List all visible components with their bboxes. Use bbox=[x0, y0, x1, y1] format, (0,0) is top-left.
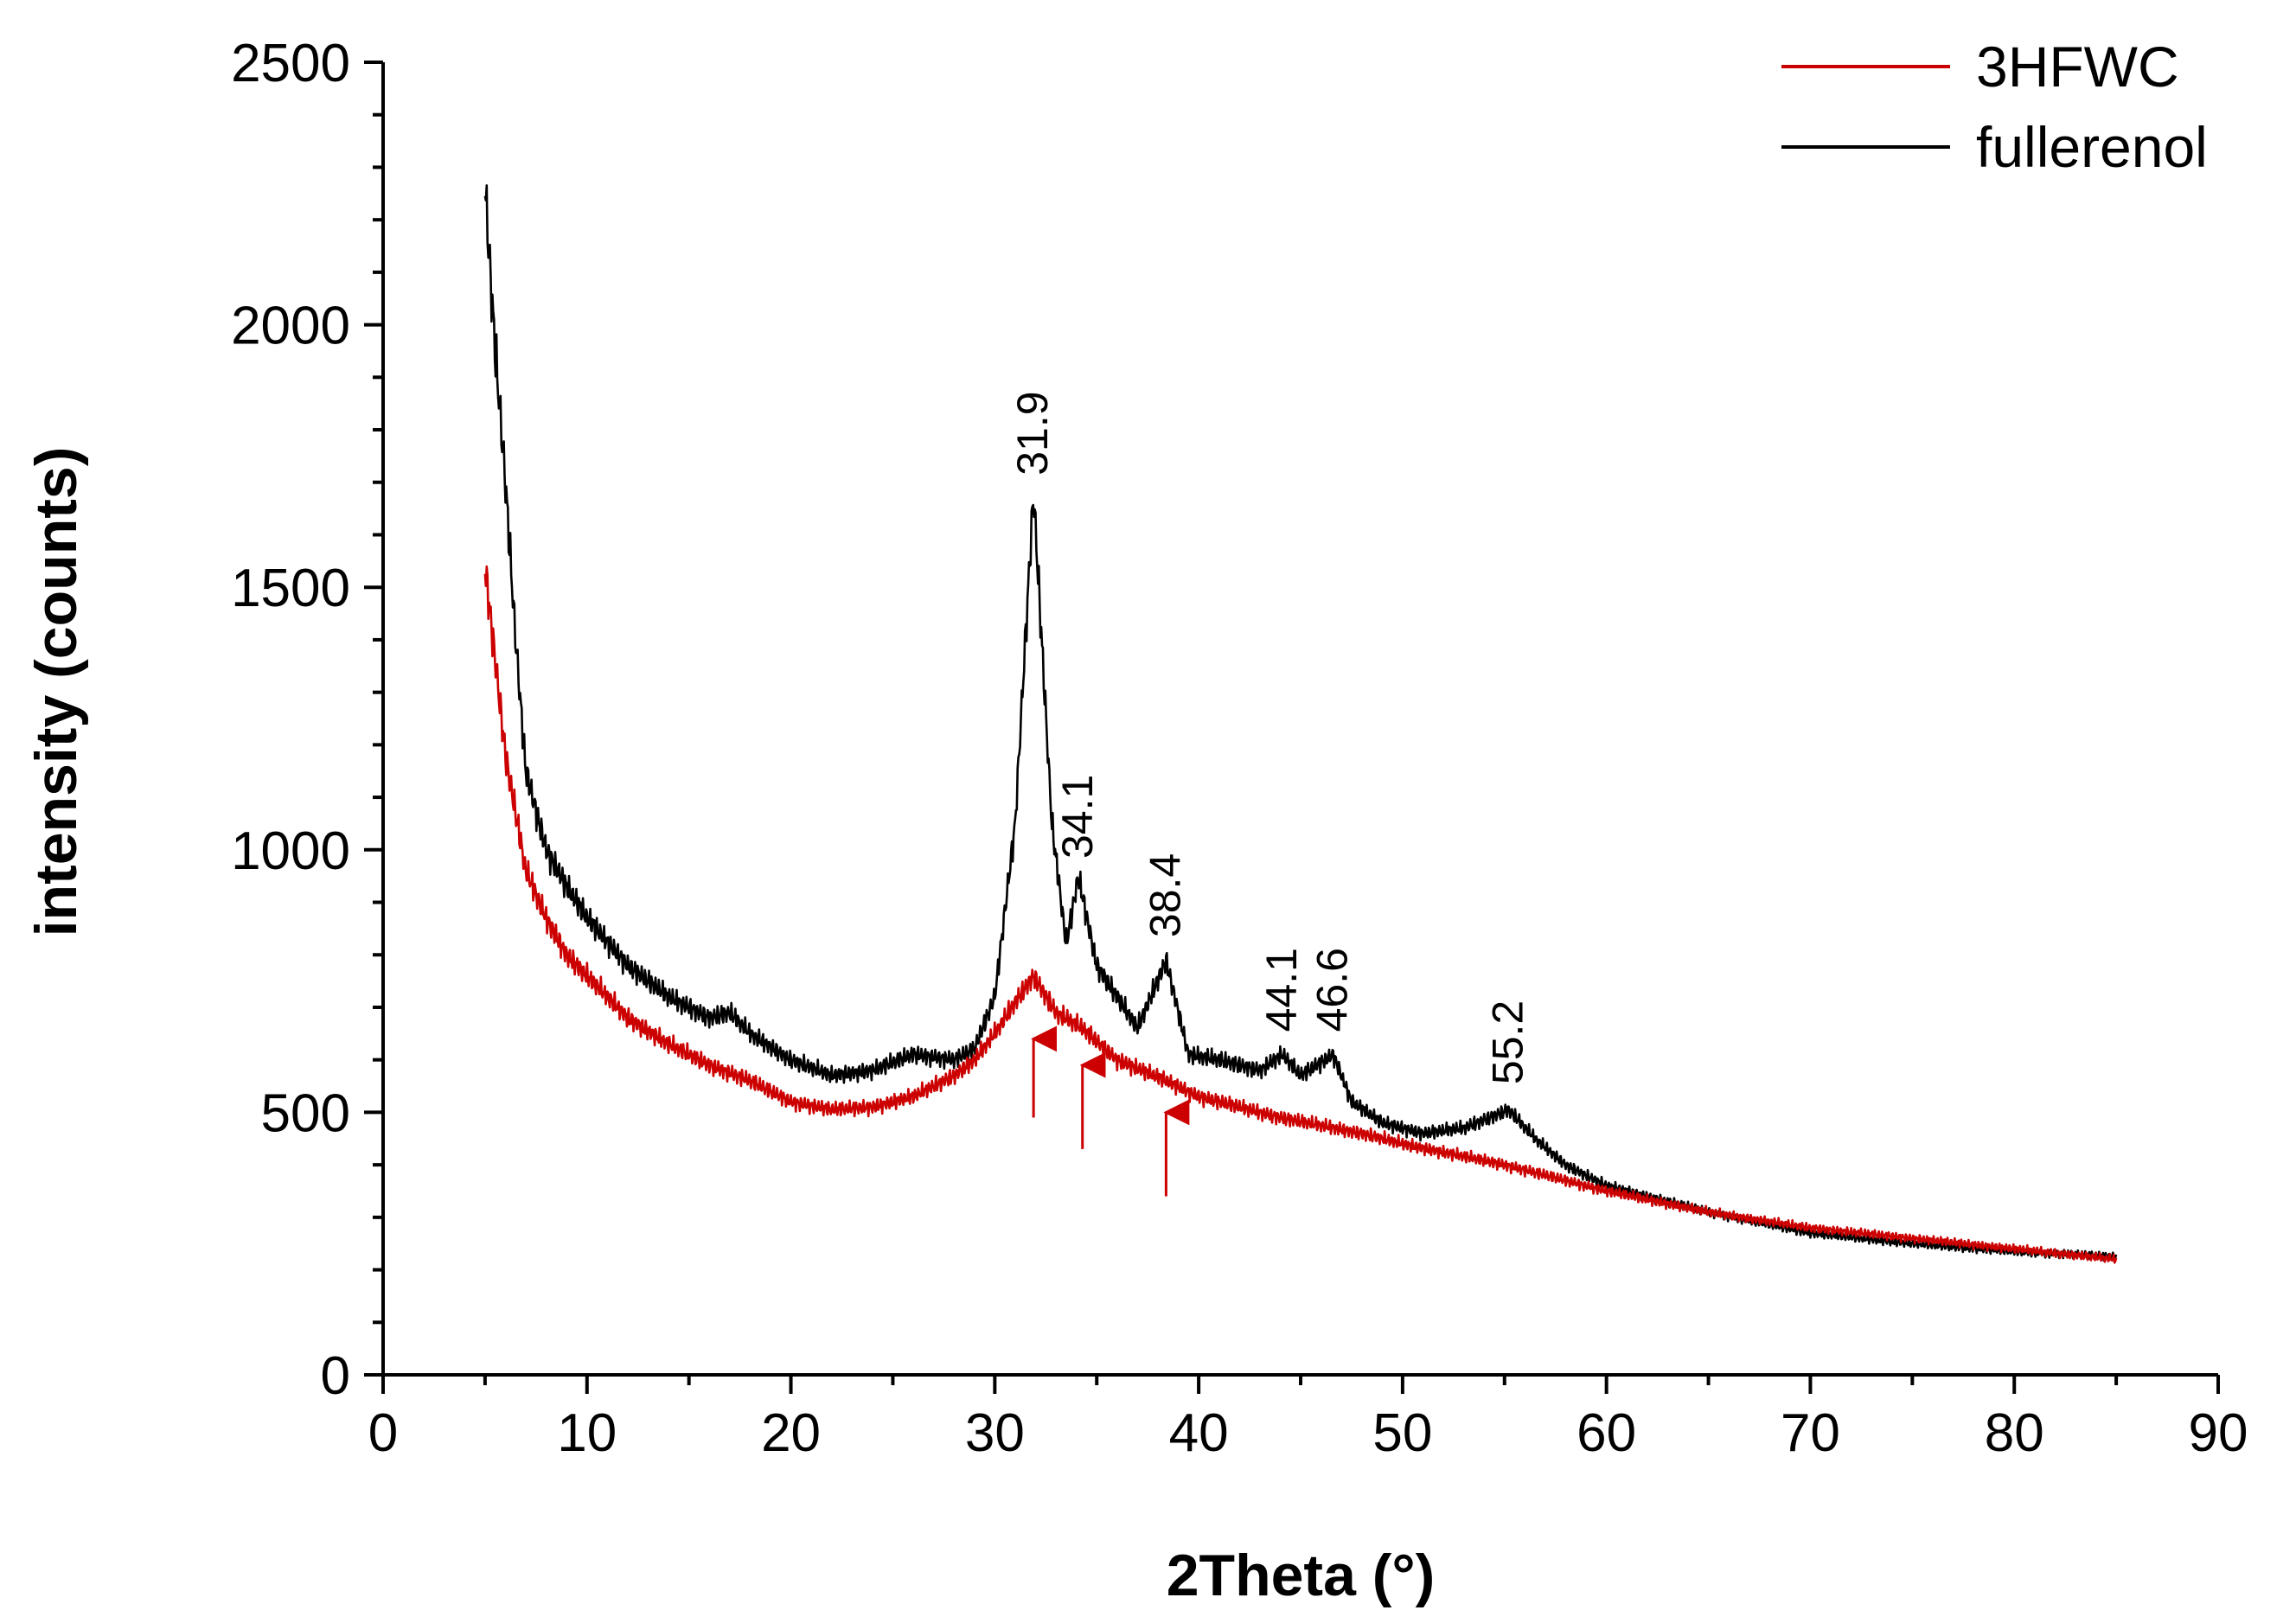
peak-label-34-1: 34.1 bbox=[1053, 775, 1102, 859]
series-layer bbox=[483, 184, 2118, 1264]
x-ticks: 0 10 20 30 40 50 60 70 80 90 bbox=[368, 1375, 2248, 1463]
x-tick-label-0: 0 bbox=[368, 1403, 398, 1463]
x-tick-label-90: 90 bbox=[2189, 1403, 2248, 1463]
peak-label-55-2: 55.2 bbox=[1483, 1000, 1532, 1084]
legend-label-3hfwc: 3HFWC bbox=[1976, 35, 2179, 99]
peak-label-44-1: 44.1 bbox=[1257, 948, 1306, 1032]
x-tick-label-50: 50 bbox=[1372, 1403, 1432, 1463]
legend-label-fullerenol: fullerenol bbox=[1976, 115, 2208, 179]
y-tick-label-2000: 2000 bbox=[231, 297, 350, 356]
annotation-layer: 31.9 34.1 38.4 44.1 46.6 55.2 bbox=[1008, 391, 1532, 1084]
y-tick-label-0: 0 bbox=[321, 1346, 350, 1406]
x-tick-label-60: 60 bbox=[1577, 1403, 1636, 1463]
arrow-layer bbox=[1031, 1026, 1190, 1197]
series-line-3hfwc bbox=[483, 565, 2118, 1264]
x-tick-label-10: 10 bbox=[557, 1403, 617, 1463]
legend: 3HFWC fullerenol bbox=[1781, 35, 2208, 179]
x-axis-title: 2Theta (°) bbox=[1167, 1543, 1436, 1608]
y-tick-label-1500: 1500 bbox=[231, 559, 350, 618]
y-ticks: 0 500 1000 1500 2000 2500 bbox=[231, 34, 383, 1406]
peak-label-31-9: 31.9 bbox=[1008, 391, 1057, 475]
x-tick-label-20: 20 bbox=[761, 1403, 821, 1463]
y-axis-title: intensity (counts) bbox=[23, 447, 89, 937]
y-tick-label-1000: 1000 bbox=[231, 821, 350, 881]
y-tick-label-500: 500 bbox=[261, 1083, 350, 1143]
peak-label-38-4: 38.4 bbox=[1141, 853, 1189, 937]
axes bbox=[381, 62, 2218, 1377]
x-tick-label-30: 30 bbox=[965, 1403, 1025, 1463]
x-tick-label-40: 40 bbox=[1169, 1403, 1229, 1463]
y-tick-label-2500: 2500 bbox=[231, 34, 350, 93]
peak-label-46-6: 46.6 bbox=[1308, 948, 1357, 1032]
series-line-fullerenol bbox=[483, 184, 2118, 1262]
x-tick-label-80: 80 bbox=[1985, 1403, 2044, 1463]
x-tick-label-70: 70 bbox=[1781, 1403, 1840, 1463]
